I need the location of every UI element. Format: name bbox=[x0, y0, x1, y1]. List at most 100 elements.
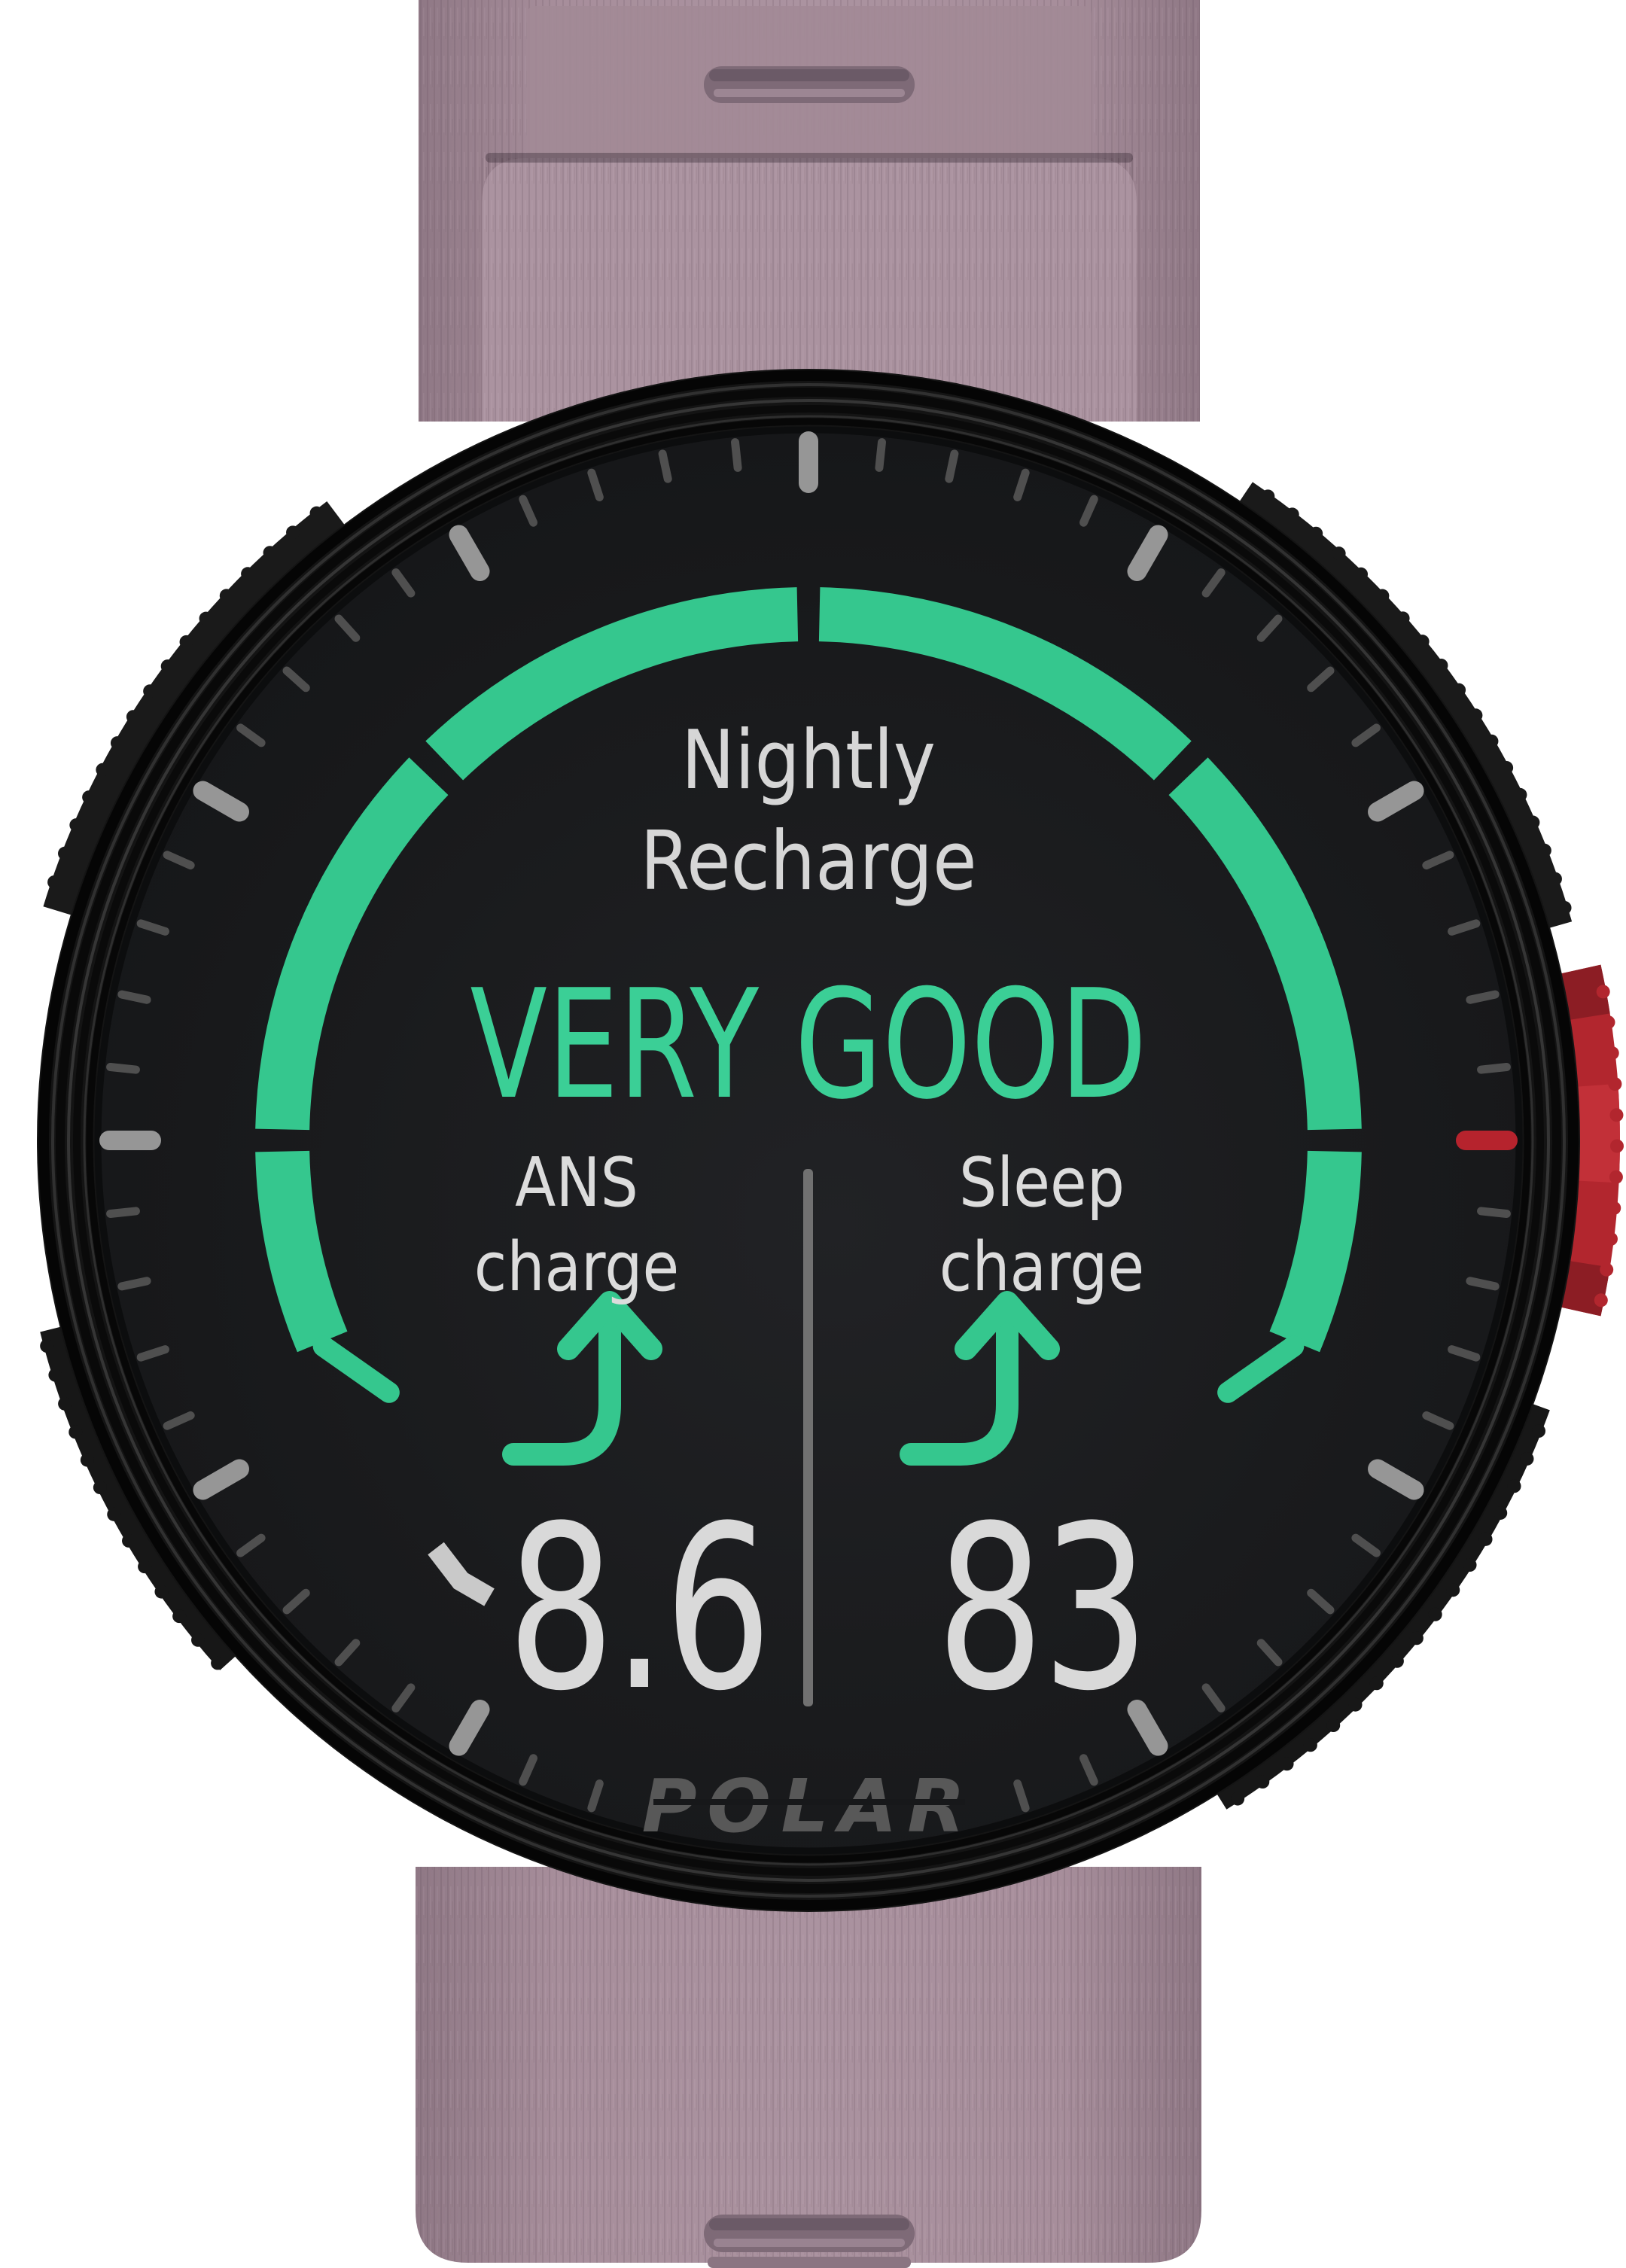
bezel-groove bbox=[73, 405, 1544, 1876]
dial-tick-minor bbox=[236, 1533, 266, 1557]
screen-title-line1: Nightly bbox=[681, 714, 936, 808]
light-button-knurl-tooth bbox=[263, 546, 277, 560]
back-button-knurl-tooth bbox=[58, 1396, 72, 1411]
dial-tick-minor bbox=[136, 919, 169, 936]
sleep-label-line1: Sleep bbox=[958, 1143, 1125, 1222]
dial-tick-minor bbox=[136, 1345, 169, 1362]
dial-tick-minor bbox=[163, 851, 195, 870]
watch-case bbox=[37, 369, 1580, 1912]
start-button-red-knurl-tooth bbox=[1600, 1262, 1614, 1277]
dial-tick-minor bbox=[391, 1683, 416, 1712]
dial-tick-minor bbox=[1422, 1411, 1454, 1430]
up-button-knurl-tooth bbox=[1354, 567, 1369, 581]
dial-tick-major bbox=[1127, 1700, 1168, 1756]
down-button-knurl-tooth bbox=[1303, 1738, 1317, 1752]
watch-display[interactable] bbox=[95, 427, 1522, 1854]
up-button-knurl-tooth bbox=[1484, 734, 1499, 748]
dial-tick-minor bbox=[658, 449, 672, 483]
dial-tick-major bbox=[193, 1459, 249, 1500]
back-button-knurl-tooth bbox=[154, 1585, 169, 1599]
dial-tick-minor bbox=[1466, 1277, 1500, 1291]
up-button-knurl-tooth bbox=[1309, 526, 1323, 540]
up-button-knurl-tooth bbox=[1548, 872, 1562, 886]
light-button-knurl-tooth bbox=[110, 736, 124, 750]
light-button-knurl-tooth bbox=[58, 846, 72, 860]
down-button-knurl-tooth bbox=[1446, 1583, 1460, 1597]
gauge-end-hook-left bbox=[312, 1335, 400, 1403]
display-edge-shadow bbox=[94, 426, 1523, 1855]
gauge-segment bbox=[255, 1150, 348, 1353]
top-strap-fold-shadow bbox=[486, 153, 1133, 163]
dial-tick-major bbox=[193, 781, 249, 822]
gauge-segment bbox=[1168, 757, 1362, 1131]
back-button-knurl-tooth bbox=[40, 1339, 54, 1353]
ans-label-line1: ANS bbox=[515, 1143, 638, 1222]
light-button-knurl-tooth bbox=[241, 567, 255, 581]
bottom-strap-slot-highlight bbox=[714, 2239, 905, 2247]
up-button-knurl-tooth bbox=[1537, 843, 1551, 857]
dial-tick-major bbox=[449, 525, 490, 581]
bottom-strap-texture bbox=[416, 1867, 1201, 2263]
gauge-segment bbox=[255, 757, 449, 1131]
screen-title: Nightly Recharge bbox=[640, 711, 976, 912]
ans-value-plus-fragment bbox=[428, 1542, 495, 1606]
dial-tick-minor bbox=[1448, 919, 1481, 936]
start-button-red-knurl-tooth bbox=[1608, 1077, 1622, 1091]
dial-tick-minor bbox=[945, 449, 959, 483]
gauge-end-hook-right bbox=[1217, 1335, 1305, 1403]
back-button-knurl-tooth bbox=[172, 1609, 187, 1624]
bezel-ring bbox=[83, 415, 1534, 1866]
dial-tick-minor bbox=[1079, 495, 1098, 527]
dial-tick-minor bbox=[1013, 1779, 1030, 1813]
down-button-knurl-tooth bbox=[1280, 1757, 1294, 1771]
down-button-knurl-tooth bbox=[1409, 1631, 1424, 1645]
light-button-knurl-tooth bbox=[199, 611, 213, 626]
up-button-knurl-tooth bbox=[1452, 683, 1466, 697]
dial-tick-minor bbox=[1307, 666, 1335, 693]
back-button-knurl-tooth bbox=[211, 1656, 225, 1670]
dial-tick-minor bbox=[1422, 851, 1454, 870]
bottom-strap-slot2 bbox=[708, 2257, 911, 2268]
top-strap bbox=[419, 0, 1200, 422]
start-button-red-knurl-tooth bbox=[1603, 1231, 1618, 1246]
light-button-knurl-tooth bbox=[82, 790, 96, 805]
bezel-ring bbox=[67, 399, 1550, 1882]
dial-tick-major bbox=[99, 1131, 161, 1150]
dial-tick-minor bbox=[1013, 468, 1030, 501]
dial-tick-minor bbox=[1201, 1683, 1226, 1712]
dial-tick-minor bbox=[391, 568, 416, 598]
down-button-knurl-tooth bbox=[1494, 1505, 1508, 1520]
light-button-knurl-tooth bbox=[309, 506, 324, 520]
down-button-knurl-tooth bbox=[1256, 1775, 1270, 1789]
ans-trend-arrowhead bbox=[557, 1291, 662, 1360]
dial-tick-minor bbox=[117, 1277, 151, 1291]
dial-tick-minor bbox=[519, 495, 538, 527]
up-button-knurl-tooth bbox=[1261, 489, 1275, 504]
dial-tick-minor bbox=[1351, 723, 1381, 747]
dial-tick-minor bbox=[1079, 1754, 1098, 1786]
down-button-knurl-tooth bbox=[1428, 1607, 1442, 1621]
metric-divider-line bbox=[803, 1169, 813, 1706]
ans-charge-value: 8.6 bbox=[507, 1478, 772, 1740]
sleep-charge-value: 83 bbox=[936, 1478, 1149, 1740]
dial-tick-minor bbox=[282, 666, 310, 693]
up-button-knurl-tooth bbox=[1557, 900, 1572, 915]
dial-tick-minor bbox=[1307, 1588, 1335, 1615]
top-strap-slot-highlight bbox=[714, 89, 905, 97]
back-button-knurl-tooth bbox=[138, 1560, 152, 1574]
gauge-segment bbox=[425, 587, 799, 781]
up-button-knurl-tooth bbox=[1469, 708, 1483, 723]
dial-tick-minor bbox=[106, 1063, 140, 1074]
up-button-knurl-tooth bbox=[1526, 815, 1540, 830]
ans-charge-label: ANS charge bbox=[474, 1141, 679, 1310]
down-button-knurl-tooth bbox=[1463, 1558, 1477, 1572]
sleep-trend-arrowhead bbox=[955, 1291, 1060, 1360]
sleep-label-line2: charge bbox=[939, 1228, 1145, 1307]
up-button-knurl-tooth bbox=[1375, 589, 1390, 603]
bezel-groove bbox=[38, 370, 1579, 1910]
polar-logo-slit bbox=[653, 1799, 965, 1805]
up-button-knurl-tooth bbox=[1434, 658, 1448, 672]
down-button-knurl-tooth bbox=[1478, 1532, 1493, 1546]
dial-tick-minor bbox=[282, 1588, 310, 1615]
dial-tick-major bbox=[1127, 525, 1168, 581]
